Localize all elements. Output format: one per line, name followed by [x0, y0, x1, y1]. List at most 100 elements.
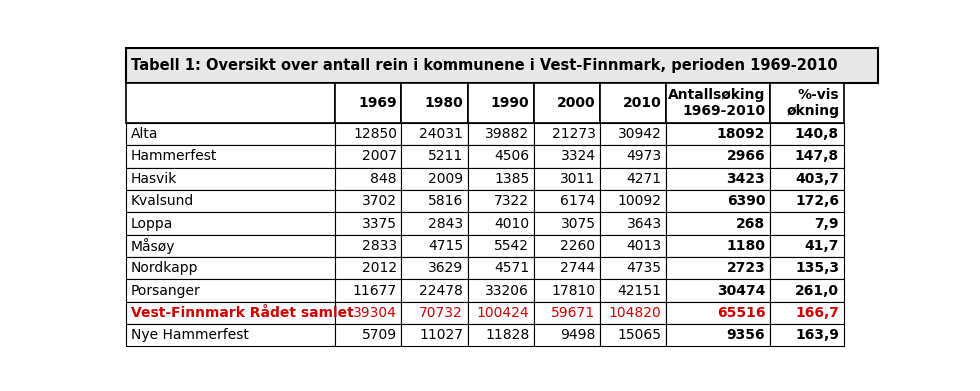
Bar	[402, 257, 467, 280]
Text: 18092: 18092	[717, 127, 765, 141]
Text: 4010: 4010	[494, 217, 529, 231]
Text: 2000: 2000	[557, 96, 596, 110]
Text: 2833: 2833	[362, 239, 397, 253]
Bar	[666, 280, 770, 302]
Bar	[666, 123, 770, 145]
Text: 140,8: 140,8	[795, 127, 839, 141]
Text: 21273: 21273	[552, 127, 596, 141]
Text: 59671: 59671	[552, 306, 596, 320]
Bar	[600, 302, 666, 324]
Text: Tabell 1: Oversikt over antall rein i kommunene i Vest-Finnmark, perioden 1969-2: Tabell 1: Oversikt over antall rein i ko…	[131, 58, 838, 73]
Bar	[600, 83, 666, 123]
Bar	[126, 145, 335, 168]
Bar	[770, 212, 844, 235]
Bar	[666, 190, 770, 212]
Bar	[534, 235, 600, 257]
Bar	[770, 145, 844, 168]
Bar	[666, 168, 770, 190]
Bar	[467, 168, 534, 190]
Text: 1990: 1990	[491, 96, 529, 110]
Text: 24031: 24031	[419, 127, 464, 141]
Bar	[402, 190, 467, 212]
Text: Måsøy: Måsøy	[131, 238, 175, 254]
Text: 1180: 1180	[726, 239, 765, 253]
Text: 2966: 2966	[727, 149, 765, 163]
Bar	[534, 123, 600, 145]
Text: Vest-Finnmark Rådet samlet: Vest-Finnmark Rådet samlet	[131, 306, 354, 320]
Bar	[402, 235, 467, 257]
Text: 100424: 100424	[476, 306, 529, 320]
Bar	[534, 212, 600, 235]
Bar	[600, 145, 666, 168]
Text: 104820: 104820	[609, 306, 662, 320]
Text: 39304: 39304	[353, 306, 397, 320]
Text: 3643: 3643	[626, 217, 662, 231]
Text: 135,3: 135,3	[795, 261, 839, 275]
Bar	[534, 324, 600, 346]
Text: 17810: 17810	[552, 283, 596, 298]
Text: 403,7: 403,7	[795, 172, 839, 186]
Text: %-vis
økning: %-vis økning	[786, 88, 839, 118]
Bar	[666, 302, 770, 324]
Text: 2260: 2260	[561, 239, 596, 253]
Bar	[402, 168, 467, 190]
Text: 6174: 6174	[561, 194, 596, 208]
Bar	[402, 302, 467, 324]
Bar	[335, 235, 402, 257]
Text: 268: 268	[736, 217, 765, 231]
Bar	[467, 123, 534, 145]
Bar	[335, 123, 402, 145]
Text: 39882: 39882	[485, 127, 529, 141]
Text: 163,9: 163,9	[795, 328, 839, 342]
Bar	[600, 212, 666, 235]
Bar	[467, 212, 534, 235]
Bar	[770, 302, 844, 324]
Text: 147,8: 147,8	[795, 149, 839, 163]
Text: 4973: 4973	[626, 149, 662, 163]
Bar	[666, 83, 770, 123]
Text: 4715: 4715	[428, 239, 464, 253]
Text: 1385: 1385	[494, 172, 529, 186]
Text: 30474: 30474	[717, 283, 765, 298]
Text: 42151: 42151	[617, 283, 662, 298]
Bar	[770, 280, 844, 302]
Bar	[770, 83, 844, 123]
Bar	[770, 168, 844, 190]
Bar	[126, 257, 335, 280]
Text: 3075: 3075	[561, 217, 596, 231]
Bar	[335, 145, 402, 168]
Bar	[126, 280, 335, 302]
Text: Porsanger: Porsanger	[131, 283, 201, 298]
Text: Nye Hammerfest: Nye Hammerfest	[131, 328, 249, 342]
Text: 7,9: 7,9	[814, 217, 839, 231]
Bar	[126, 83, 335, 123]
Bar	[600, 324, 666, 346]
Text: Hammerfest: Hammerfest	[131, 149, 218, 163]
Bar	[600, 257, 666, 280]
Text: 33206: 33206	[485, 283, 529, 298]
Bar	[402, 123, 467, 145]
Text: 2007: 2007	[362, 149, 397, 163]
Text: 4013: 4013	[626, 239, 662, 253]
Bar	[467, 280, 534, 302]
Bar	[126, 302, 335, 324]
Text: 7322: 7322	[494, 194, 529, 208]
Bar	[770, 123, 844, 145]
Bar	[126, 212, 335, 235]
Bar	[770, 324, 844, 346]
Text: 22478: 22478	[419, 283, 464, 298]
Bar	[666, 212, 770, 235]
Bar	[126, 190, 335, 212]
Text: Loppa: Loppa	[131, 217, 173, 231]
Bar	[402, 83, 467, 123]
Text: 3702: 3702	[362, 194, 397, 208]
Bar	[335, 324, 402, 346]
Text: 11828: 11828	[485, 328, 529, 342]
Bar	[402, 145, 467, 168]
Bar	[402, 280, 467, 302]
Bar	[335, 168, 402, 190]
Bar	[600, 168, 666, 190]
Bar	[335, 212, 402, 235]
Text: 172,6: 172,6	[795, 194, 839, 208]
Text: Hasvik: Hasvik	[131, 172, 177, 186]
